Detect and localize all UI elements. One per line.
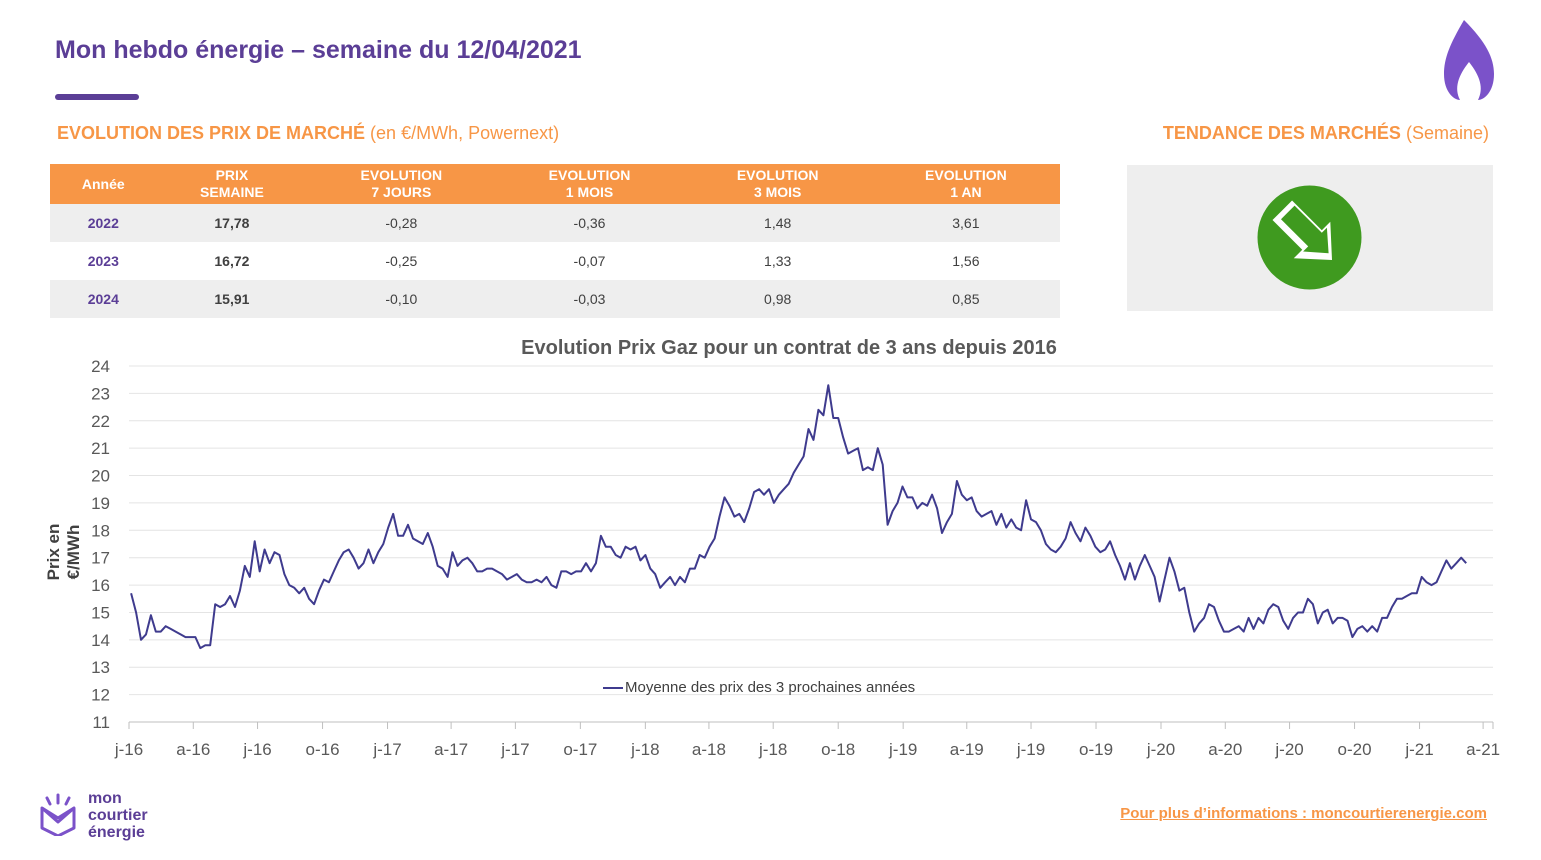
series-line [130,384,1467,650]
brand-line: énergie [88,824,145,841]
grid [129,365,1493,696]
x-tick-label: j-16 [242,740,271,759]
cell-evol-1m: -0,03 [495,280,684,318]
info-link[interactable]: Pour plus d’informations : moncourtieren… [1120,805,1487,822]
cell-price: 17,78 [156,204,308,242]
y-tick-label: 23 [91,384,110,403]
flame-icon [1444,20,1494,100]
x-tick-label: j-18 [758,740,787,759]
page-title: Mon hebdo énergie – semaine du 12/04/202… [55,36,582,64]
header-price: PRIX SEMAINE [156,164,308,204]
table-row: 2023 16,72 -0,25 -0,07 1,33 1,56 [50,242,1060,280]
cell-price: 16,72 [214,253,250,269]
header-evol-3m: EVOLUTION 3 MOIS [683,164,872,204]
y-tick-label: 24 [91,357,110,376]
y-ticks: 24 23 22 21 20 19 18 17 16 15 14 13 12 11 [91,357,110,732]
legend-label: Moyenne des prix des 3 prochaines années [625,679,916,696]
brand-logo-icon [40,793,76,836]
cell-evol-3m: 1,48 [683,204,872,242]
header-evol-1y: EVOLUTION 1 AN [871,164,1060,204]
y-tick-label: 15 [91,603,110,622]
header-year: Année [50,164,157,204]
cell-year: 2024 [50,280,157,318]
x-tick-label: o-19 [1079,740,1113,759]
y-tick-label: 17 [91,549,110,568]
header-evol-1m: EVOLUTION 1 MOIS [495,164,684,204]
y-tick-label: 19 [91,494,110,513]
y-tick-label: 13 [91,658,110,677]
x-tick-label: j-20 [1274,740,1303,759]
brand-name: mon courtier énergie [88,790,208,841]
legend-swatch [603,686,623,689]
cell-evol-1m: -0,07 [573,253,606,269]
trend-heading-main: TENDANCE DES MARCHÉS [1162,123,1401,143]
y-tick-label: 14 [91,631,110,650]
chart-legend: Moyenne des prix des 3 prochaines années [603,679,915,696]
trend-heading-sub: (Semaine) [1405,123,1489,143]
market-heading-main: EVOLUTION DES PRIX DE MARCHÉ [57,123,366,143]
x-tick-label: o-17 [563,740,597,759]
x-tick-label: a-17 [434,740,468,759]
x-tick-label: a-19 [950,740,984,759]
cell-evol-1y: 0,85 [871,280,1060,318]
cell-evol-1y: 3,61 [871,204,1060,242]
x-tick-label: j-19 [1016,740,1045,759]
title-underline [55,94,139,100]
cell-evol-1m: -0,36 [495,204,684,242]
y-tick-label: 20 [91,467,110,486]
y-tick-label: 11 [92,713,110,732]
x-tick-label: j-20 [1146,740,1175,759]
table-row: 2024 15,91 -0,10 -0,03 0,98 0,85 [50,280,1060,318]
x-tick-label: j-21 [1404,740,1433,759]
x-tick-label: j-17 [372,740,401,759]
y-tick-label: 18 [91,521,110,540]
x-tick-label: o-20 [1338,740,1372,759]
x-tick-label: a-16 [176,740,210,759]
cell-evol-1y: 1,56 [952,253,980,269]
x-tick-label: j-16 [114,740,143,759]
down-right-arrow-icon [1257,185,1362,290]
y-tick-label: 16 [91,576,110,595]
x-tick-label: o-18 [821,740,855,759]
trend-heading: TENDANCE DES MARCHÉS (Semaine) [1163,123,1489,144]
table-header-row: Année PRIX SEMAINE EVOLUTION 7 JOURS EVOLU… [50,164,1060,204]
y-tick-label: 22 [91,412,110,431]
header-evol-7d: EVOLUTION 7 JOURS [307,164,496,204]
series-layer [130,384,1467,650]
brand-line: courtier [88,807,148,824]
cell-evol-7d: -0,28 [307,204,496,242]
x-tick-label: j-17 [500,740,529,759]
x-tick-label: j-19 [888,740,917,759]
cell-evol-3m: 1,33 [764,253,792,269]
cell-year: 2022 [50,204,157,242]
market-heading-sub: (en €/MWh, Powernext) [370,123,560,143]
x-tick-label: a-21 [1466,740,1500,759]
x-tick-label: a-18 [692,740,726,759]
cell-evol-7d: -0,10 [307,280,496,318]
table-row: 2022 17,78 -0,28 -0,36 1,48 3,61 [50,204,1060,242]
cell-evol-7d: -0,25 [385,253,418,269]
x-tick-label: j-18 [630,740,659,759]
x-ticks: j-16 a-16 j-16 o-16 j-17 a-17 j-17 o-17 j-18 a-18… [114,721,1500,759]
market-prices-heading: EVOLUTION DES PRIX DE MARCHÉ (en €/MWh, … [57,123,559,144]
chart-title: Evolution Prix Gaz pour un contrat de 3 … [521,337,1057,359]
cell-price: 15,91 [156,280,308,318]
brand-line: mon [88,790,122,807]
cell-evol-3m: 0,98 [683,280,872,318]
price-table: Année PRIX SEMAINE EVOLUTION 7 JOURS EVOLU… [50,164,1060,318]
x-tick-label: a-20 [1208,740,1242,759]
x-tick-label: o-16 [306,740,340,759]
cell-year: 2023 [87,253,119,269]
y-tick-label: 21 [91,439,110,458]
y-tick-label: 12 [91,686,110,705]
